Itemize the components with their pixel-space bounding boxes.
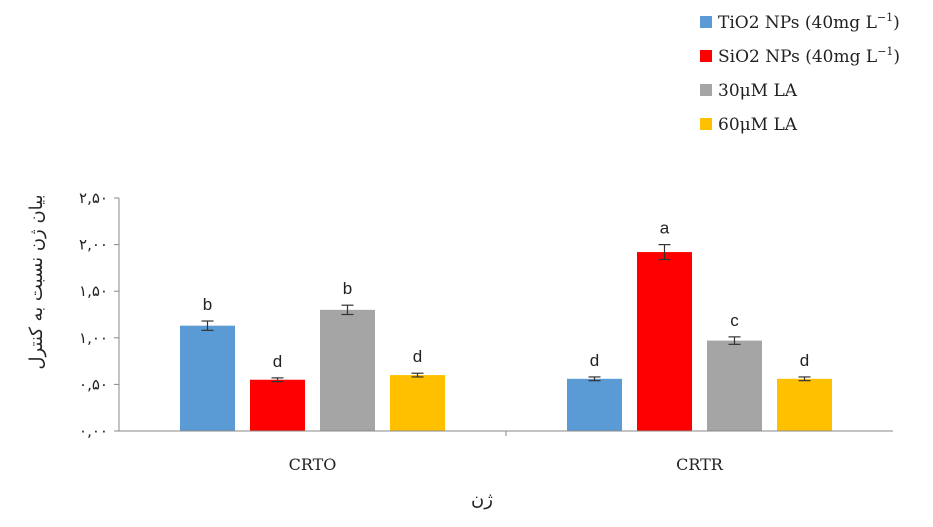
x-axis-title: ژن (471, 489, 493, 510)
significance-letter: b (203, 295, 212, 314)
legend-label: 30μM LA (718, 81, 798, 101)
significance-letter: c (730, 311, 739, 330)
bar (390, 375, 445, 431)
legend: TiO2 NPs (40mg L−1) SiO2 NPs (40mg L−1) 30… (700, 11, 900, 135)
y-tick-label: ۲,۰۰ (79, 236, 108, 254)
legend-superscript: −1 (877, 45, 893, 58)
significance-letter: d (413, 347, 422, 366)
legend-superscript: −1 (877, 11, 893, 24)
y-tick-label: ۰,۵۰ (79, 375, 108, 393)
y-tick-label: ۱,۵۰ (79, 282, 108, 300)
x-category-label: CRTR (676, 455, 724, 474)
legend-swatch (700, 50, 712, 62)
bar (707, 340, 762, 431)
bar (777, 378, 832, 431)
legend-label: SiO2 NPs (40mg L−1) (718, 45, 900, 67)
x-axis: CRTO CRTR (119, 430, 893, 474)
legend-swatch (700, 118, 712, 130)
legend-swatch (700, 84, 712, 96)
legend-label: TiO2 NPs (40mg L−1) (718, 11, 900, 33)
bar (250, 379, 305, 431)
significance-letter: d (800, 351, 809, 370)
bars: b d b d d a c d (180, 219, 832, 431)
y-tick-label: ۲,۵۰ (79, 189, 108, 207)
significance-letter: a (660, 219, 670, 238)
bar (637, 252, 692, 431)
significance-letter: d (273, 352, 282, 371)
significance-letter: b (343, 279, 352, 298)
x-category-label: CRTO (289, 455, 337, 474)
legend-swatch (700, 16, 712, 28)
y-axis: ۰,۰۰ ۰,۵۰ ۱,۰۰ ۱,۵۰ ۲,۰۰ ۲,۵۰ (79, 189, 120, 440)
legend-suffix: ) (893, 47, 900, 67)
legend-suffix: ) (893, 13, 900, 33)
bar (567, 378, 622, 431)
significance-letter: d (590, 351, 599, 370)
bar (180, 325, 235, 431)
y-tick-label: ۱,۰۰ (79, 329, 108, 347)
y-axis-title: بیان ژن نسبت به کنترل (26, 194, 47, 369)
y-tick-label: ۰,۰۰ (79, 422, 108, 440)
legend-label: 60μM LA (718, 115, 798, 135)
bar (320, 309, 375, 431)
